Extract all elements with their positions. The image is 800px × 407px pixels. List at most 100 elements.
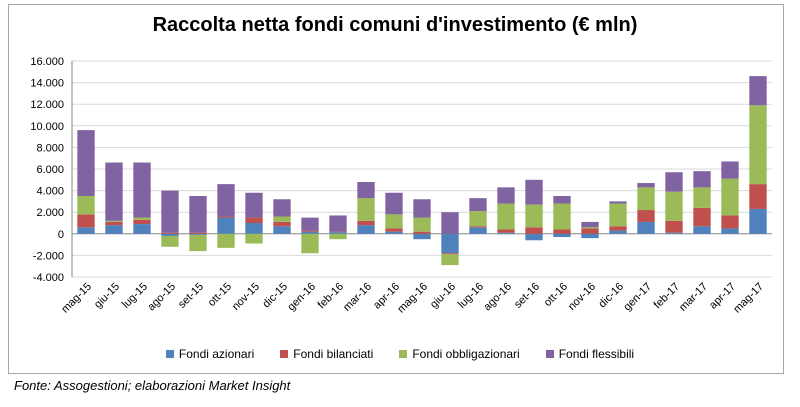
- bar-segment: [105, 220, 123, 222]
- bar-segment: [329, 215, 347, 232]
- bar-segment: [273, 199, 291, 217]
- bar-segment: [161, 233, 179, 236]
- bar-segment: [161, 190, 179, 233]
- bar-segment: [161, 235, 179, 247]
- bar-segment: [609, 201, 627, 204]
- x-tick-label: gen-16: [285, 281, 318, 314]
- bar-segment: [301, 217, 319, 231]
- bar-segment: [385, 228, 403, 232]
- bar-segment: [469, 198, 487, 212]
- bar-segment: [413, 233, 431, 240]
- y-tick-label: -2.000: [33, 250, 64, 262]
- x-tick-label: ago-15: [145, 281, 178, 314]
- x-tick-label: giu-16: [428, 281, 458, 311]
- bar-segment: [217, 217, 235, 234]
- bar-segment: [217, 184, 235, 217]
- legend-swatch-azionari: [165, 350, 174, 358]
- bar-segment: [133, 219, 151, 225]
- x-tick-label: mag-17: [731, 281, 766, 316]
- bar-segment: [553, 229, 571, 234]
- bar-segment: [133, 162, 151, 218]
- x-tick-label: mag-15: [59, 281, 94, 316]
- bar-segment: [329, 232, 347, 234]
- y-tick-label: 4.000: [36, 186, 64, 198]
- x-tick-label: ago-16: [481, 281, 514, 314]
- bar-segment: [721, 178, 739, 216]
- bar-segment: [581, 233, 599, 239]
- bar-segment: [105, 225, 123, 234]
- bar-segment: [301, 233, 319, 254]
- bar-segment: [581, 228, 599, 234]
- bar-segment: [77, 130, 95, 196]
- bar-segment: [217, 216, 235, 218]
- bar-segment: [245, 223, 263, 234]
- x-tick-label: giu-15: [92, 281, 122, 311]
- bar-segment: [497, 203, 515, 230]
- bar-segment: [385, 214, 403, 229]
- y-tick-label: 6.000: [36, 164, 64, 176]
- y-tick-label: 8.000: [36, 142, 64, 154]
- bar-segment: [665, 191, 683, 221]
- legend-item-azionari: Fondi azionari: [165, 347, 254, 361]
- bar-segment: [189, 233, 207, 235]
- bar-segment: [469, 211, 487, 227]
- bar-segment: [441, 233, 459, 254]
- bar-segment: [273, 216, 291, 222]
- y-tick-label: 0: [58, 229, 64, 241]
- legend-label-obbligazionari: Fondi obbligazionari: [412, 347, 520, 361]
- bar-segment: [357, 181, 375, 199]
- bar-segment: [749, 105, 767, 185]
- bar-segment: [581, 227, 599, 229]
- y-tick-label: -4.000: [33, 272, 64, 284]
- x-tick-label: mar-16: [341, 281, 374, 314]
- bar-segment: [721, 228, 739, 234]
- bar-segment: [637, 187, 655, 211]
- bar-segment: [749, 184, 767, 209]
- bar-segment: [133, 217, 151, 220]
- chart-title: Raccolta netta fondi comuni d'investimen…: [152, 14, 638, 36]
- bar-segment: [301, 230, 319, 232]
- bar-segment: [469, 227, 487, 234]
- bar-segment: [273, 221, 291, 227]
- bar-segment: [273, 226, 291, 234]
- bar-segment: [133, 224, 151, 234]
- bar-segment: [245, 217, 263, 223]
- bar-segment: [189, 234, 207, 252]
- legend-label-bilanciati: Fondi bilanciati: [293, 347, 374, 361]
- bar-segment: [245, 233, 263, 244]
- legend-swatch-obbligazionari: [399, 350, 408, 358]
- bar-segment: [329, 233, 347, 240]
- x-tick-label: nov-15: [230, 281, 262, 313]
- legend-item-bilanciati: Fondi bilanciati: [280, 347, 373, 361]
- x-tick-label: set-16: [512, 281, 542, 311]
- legend: Fondi azionari Fondi bilanciati Fondi ob…: [0, 347, 800, 361]
- legend-label-flessibili: Fondi flessibili: [558, 347, 635, 361]
- bar-segment: [525, 233, 543, 241]
- legend-item-obbligazionari: Fondi obbligazionari: [399, 347, 520, 361]
- x-tick-label: mag-16: [395, 281, 430, 316]
- y-tick-label: 10.000: [30, 121, 64, 133]
- bar-segment: [413, 199, 431, 218]
- bar-segment: [721, 161, 739, 179]
- bar-segment: [189, 196, 207, 233]
- bar-segment: [525, 204, 543, 228]
- bar-segment: [105, 162, 123, 221]
- bar-segment: [693, 187, 711, 208]
- bar-segment: [217, 233, 235, 248]
- y-tick-label: 16.000: [30, 56, 64, 68]
- bar-segment: [329, 231, 347, 233]
- bar-series: [77, 76, 767, 266]
- y-axis-ticks: -4.000 -2.000 0 2.000 4.000 6.000 8.000 10.000 1…: [30, 56, 64, 284]
- bar-segment: [77, 227, 95, 234]
- bar-segment: [497, 232, 515, 234]
- x-tick-label: set-15: [176, 281, 206, 311]
- bar-segment: [665, 220, 683, 233]
- bar-segment: [105, 221, 123, 226]
- bar-segment: [441, 254, 459, 266]
- x-tick-label: gen-17: [621, 281, 654, 314]
- y-tick-label: 14.000: [30, 78, 64, 90]
- bar-segment: [693, 207, 711, 227]
- bar-segment: [385, 192, 403, 215]
